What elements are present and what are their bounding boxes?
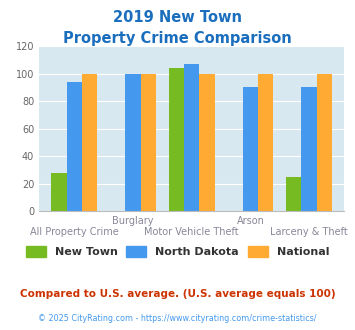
Bar [301,87,317,211]
Bar [51,173,67,211]
Bar [141,74,156,211]
Bar [82,74,97,211]
Text: 2019 New Town: 2019 New Town [113,10,242,25]
Bar [286,177,301,211]
Text: Burglary: Burglary [112,216,154,226]
Text: All Property Crime: All Property Crime [30,227,119,237]
Bar [184,64,200,211]
Text: Arson: Arson [236,216,264,226]
Bar [317,74,332,211]
Bar [200,74,214,211]
Bar [169,68,184,211]
Bar [243,87,258,211]
Bar [125,74,141,211]
Legend: New Town, North Dakota, National: New Town, North Dakota, National [21,242,334,262]
Text: Property Crime Comparison: Property Crime Comparison [63,31,292,46]
Text: © 2025 CityRating.com - https://www.cityrating.com/crime-statistics/: © 2025 CityRating.com - https://www.city… [38,314,317,323]
Bar [258,74,273,211]
Text: Larceny & Theft: Larceny & Theft [270,227,348,237]
Text: Compared to U.S. average. (U.S. average equals 100): Compared to U.S. average. (U.S. average … [20,289,335,299]
Text: Motor Vehicle Theft: Motor Vehicle Theft [144,227,239,237]
Bar [67,82,82,211]
